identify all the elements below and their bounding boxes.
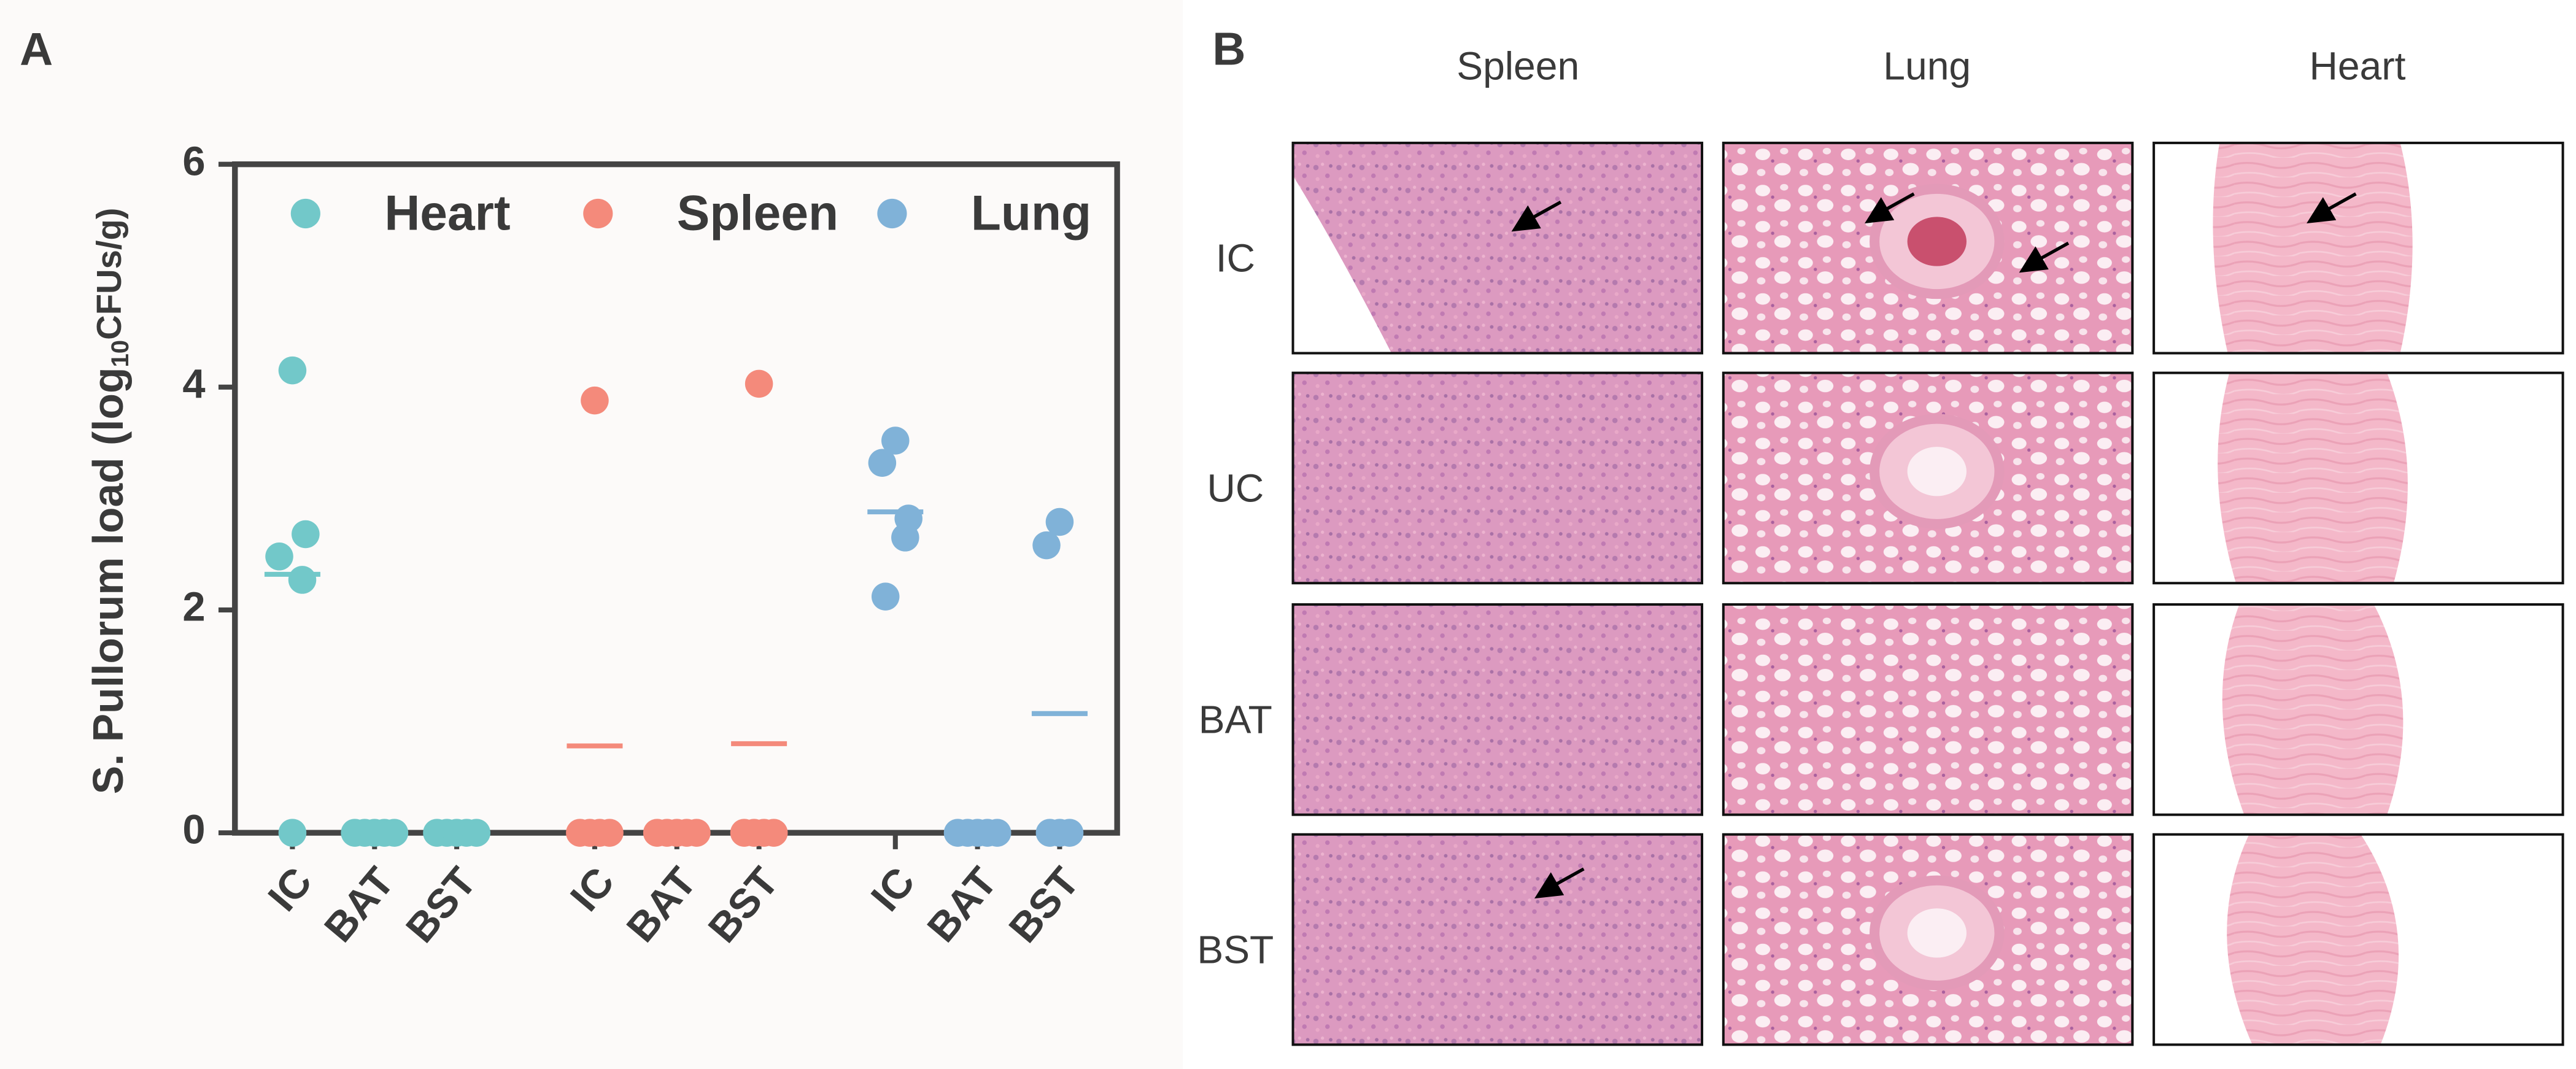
image-background [2154, 142, 2228, 353]
panel-label: A [20, 23, 53, 74]
image-border [2152, 141, 2564, 355]
image-background [2154, 834, 2253, 1045]
histology-image [1291, 833, 1704, 1046]
row-label: UC [1207, 466, 1264, 510]
legend-marker [290, 198, 320, 229]
data-point [581, 386, 609, 415]
image-background [2154, 604, 2245, 815]
vessel-lumen [1907, 447, 1967, 496]
histology-image [1722, 141, 2134, 355]
image-border [1722, 141, 2134, 355]
vessel-lumen [1907, 908, 1967, 958]
histology-panel: Spleen Lung Heart IC UC BAT BST [1197, 44, 2564, 1046]
histology-image [1722, 371, 2134, 585]
histology-image [2152, 603, 2564, 816]
image-background [2400, 142, 2563, 353]
data-point [278, 356, 307, 385]
tear [1293, 176, 1392, 353]
arrow-head [2019, 246, 2049, 273]
histology-image [1291, 371, 1704, 585]
data-point [745, 369, 773, 398]
legend-marker [877, 198, 907, 229]
data-point [1055, 819, 1084, 847]
arrow-head [1511, 205, 1541, 232]
image-border [1291, 141, 1704, 355]
histology-image [1722, 833, 2134, 1046]
data-point [265, 542, 293, 571]
image-border [1722, 833, 2134, 1046]
y-tick-label: 2 [182, 584, 205, 630]
arrow-head [1865, 197, 1895, 224]
image-background [2373, 604, 2563, 815]
data-point [1045, 507, 1074, 536]
data-point [1032, 531, 1061, 560]
panel-label: B [1212, 23, 1245, 74]
image-tissue [1293, 372, 1703, 584]
image-tissue [1293, 604, 1703, 815]
arrow-head [2307, 197, 2337, 224]
image-background [2361, 834, 2563, 1045]
image-border [1291, 833, 1704, 1046]
row-label: IC [1216, 236, 1255, 280]
y-label-part: CFUs/g) [90, 207, 128, 339]
arrow [2307, 192, 2357, 224]
column-header: Lung [1883, 44, 1971, 88]
arrow-shaft [2325, 192, 2357, 212]
data-point [868, 449, 897, 477]
arrow [1534, 867, 1585, 899]
image-border [2152, 603, 2564, 816]
histology-image [2152, 141, 2564, 355]
arrow-shaft [1530, 200, 1562, 220]
y-axis-label: S. Pullorum load (log10CFUs/g) [84, 207, 133, 794]
image-tissue [1723, 604, 2133, 815]
arrow [1511, 200, 1562, 232]
image-border [2152, 833, 2564, 1046]
data-point [292, 520, 320, 549]
image-tissue [1293, 834, 1703, 1045]
arrow [1865, 192, 1915, 224]
image-border [2152, 371, 2564, 585]
legend-label: Lung [971, 186, 1091, 241]
histology-image [1291, 603, 1704, 816]
image-border [1722, 603, 2134, 816]
image-border [1722, 371, 2134, 585]
histology-image [1722, 603, 2134, 816]
arrow-head [1534, 872, 1565, 899]
arrow [2019, 241, 2070, 273]
arrow-shaft [2038, 241, 2070, 261]
y-tick-label: 6 [182, 138, 205, 184]
y-label-part: S. Pullorum load (log [84, 368, 132, 795]
histology-image [1291, 141, 1704, 355]
y-label-part: 10 [106, 340, 134, 368]
arrow-shaft [1553, 867, 1585, 887]
histology-image [2152, 371, 2564, 585]
data-point [288, 566, 317, 594]
legend-label: Spleen [677, 186, 838, 241]
image-border [1291, 371, 1704, 585]
column-header: Heart [2309, 44, 2405, 88]
data-point [759, 819, 788, 847]
panel-a-background [0, 0, 1183, 1069]
image-background [2387, 372, 2563, 584]
legend-marker [583, 198, 613, 229]
column-header: Spleen [1456, 44, 1579, 88]
data-point [891, 523, 919, 552]
y-tick-label: 4 [182, 361, 205, 407]
image-background [2154, 372, 2236, 584]
arrow-shaft [1883, 192, 1915, 212]
row-label: BST [1197, 927, 1274, 971]
data-point [278, 819, 307, 847]
data-point [871, 582, 900, 611]
image-border [1291, 603, 1704, 816]
legend-label: Heart [384, 186, 510, 241]
vessel-lumen [1907, 217, 1967, 266]
data-point [595, 819, 624, 847]
y-tick-label: 0 [182, 807, 205, 853]
row-label: BAT [1199, 698, 1272, 742]
data-point [881, 426, 910, 455]
histology-image [2152, 833, 2564, 1046]
